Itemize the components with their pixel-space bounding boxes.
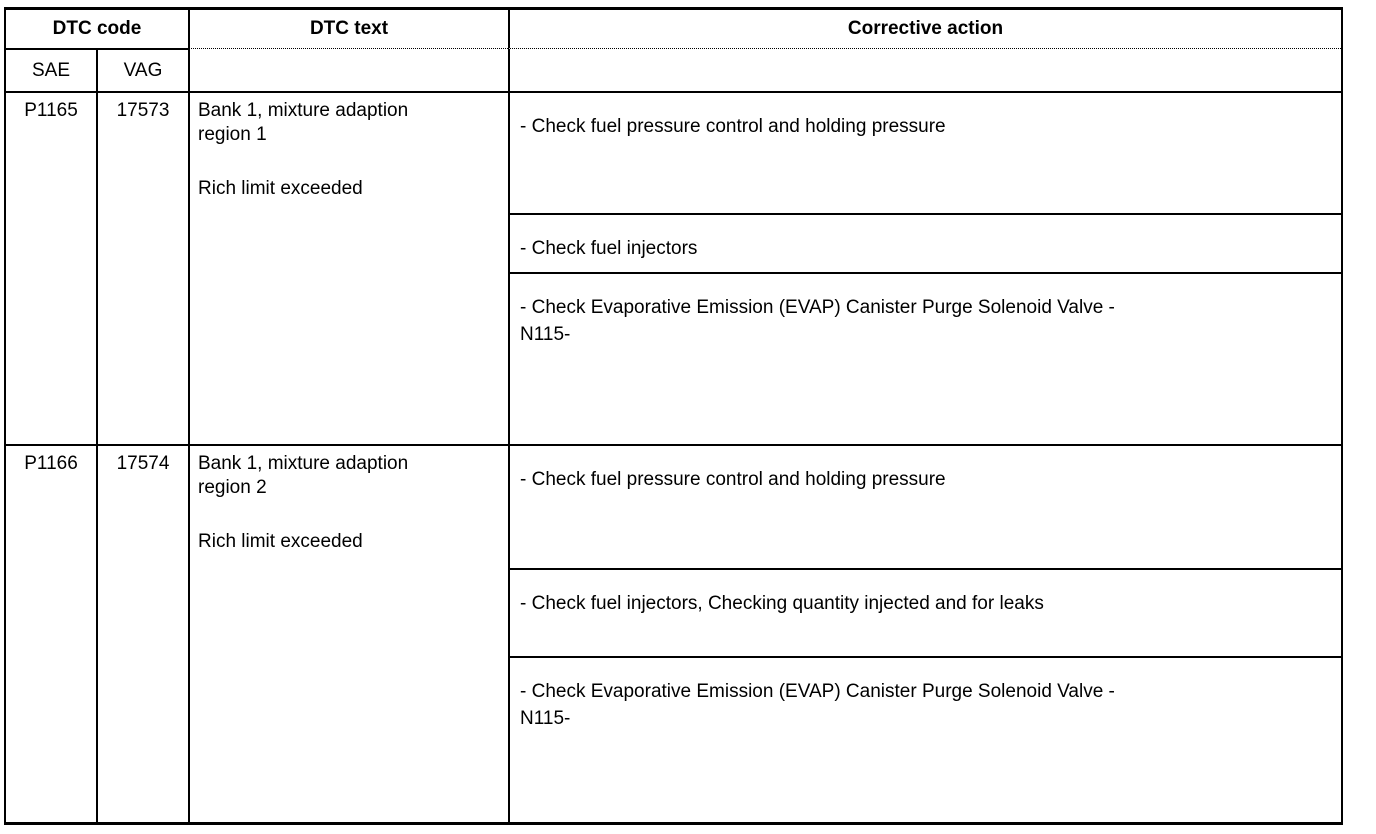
header-corrective-action-label: Corrective action <box>847 18 1004 39</box>
dtc-description: Bank 1, mixture adaption region 2 <box>198 453 409 498</box>
subheader-sae-label: SAE <box>31 59 71 81</box>
subheader-sae: SAE <box>6 48 96 91</box>
corrective-action-item: - Check Evaporative Emission (EVAP) Cani… <box>510 656 1341 822</box>
dtc-text-cell: Bank 1, mixture adaption region 1 Rich l… <box>188 93 508 444</box>
table-subheader-row: SAE VAG <box>6 48 1341 91</box>
table-row-p1166: P1166 17574 Bank 1, mixture adaption reg… <box>6 444 1341 822</box>
sae-code-cell: P1165 <box>24 100 78 121</box>
table-row-p1165: P1165 17573 Bank 1, mixture adaption reg… <box>6 91 1341 444</box>
header-dtc-code-label: DTC code <box>52 18 142 39</box>
header-dtc-text-label: DTC text <box>309 18 389 39</box>
subheader-empty-dtc-text <box>188 48 508 91</box>
table-header-row: DTC code DTC text Corrective action <box>6 10 1341 48</box>
vag-code-cell: 17573 <box>96 93 188 444</box>
corrective-action-item: - Check fuel pressure control and holdin… <box>520 116 946 137</box>
dtc-description: Bank 1, mixture adaption region 1 <box>198 100 409 145</box>
corrective-actions-cell: - Check fuel pressure control and holdin… <box>508 446 1341 822</box>
header-dtc-code: DTC code <box>6 10 188 48</box>
dtc-condition: Rich limit exceeded <box>198 531 363 552</box>
subheader-vag-label: VAG <box>123 59 163 81</box>
subheader-vag: VAG <box>96 48 188 91</box>
dtc-condition: Rich limit exceeded <box>198 178 363 199</box>
header-dtc-text: DTC text <box>188 10 508 48</box>
corrective-action-item: - Check fuel pressure control and holdin… <box>520 469 946 490</box>
subheader-empty-corrective <box>508 48 1341 91</box>
dtc-table: DTC code DTC text Corrective action SAE … <box>4 7 1343 825</box>
corrective-action-item: - Check fuel injectors, Checking quantit… <box>510 568 1341 656</box>
vag-code-cell: 17574 <box>96 446 188 822</box>
corrective-action-item: - Check fuel injectors <box>510 213 1341 272</box>
sae-code-cell: P1166 <box>24 453 78 474</box>
corrective-actions-cell: - Check fuel pressure control and holdin… <box>508 93 1341 444</box>
dtc-text-cell: Bank 1, mixture adaption region 2 Rich l… <box>188 446 508 822</box>
header-corrective-action: Corrective action <box>508 10 1341 48</box>
corrective-action-item: - Check Evaporative Emission (EVAP) Cani… <box>510 272 1341 444</box>
